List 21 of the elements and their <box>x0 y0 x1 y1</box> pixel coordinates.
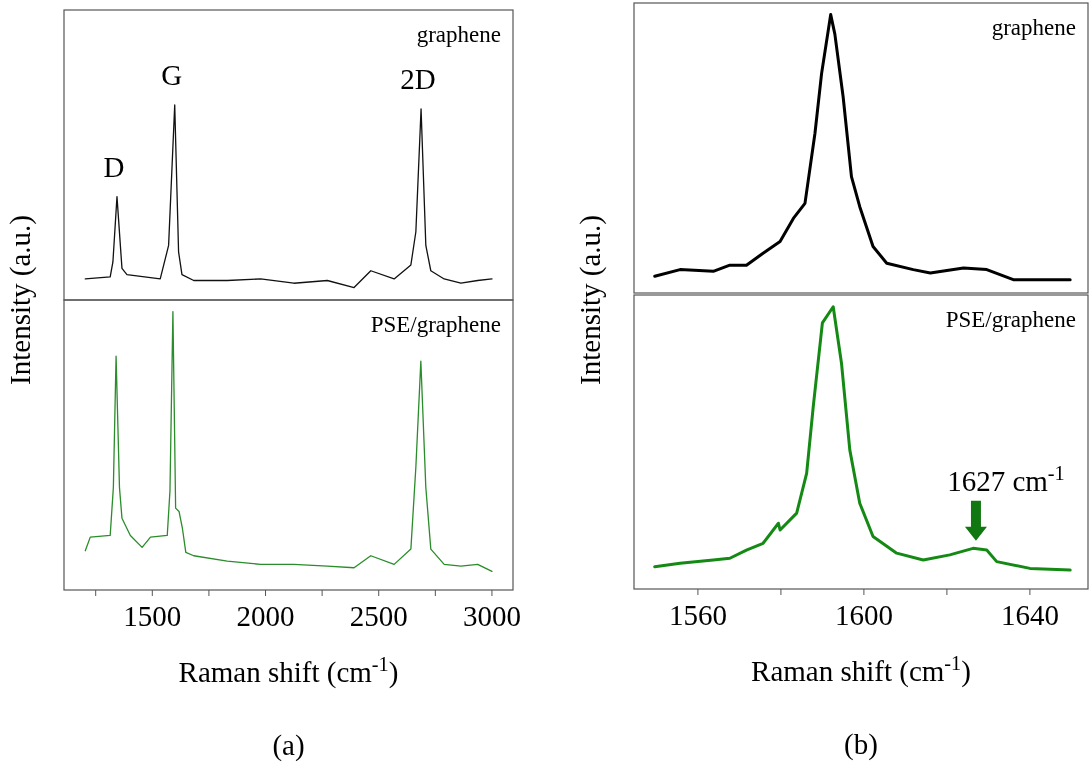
text: (b) <box>844 728 878 761</box>
chart-title: graphene <box>416 22 501 47</box>
x-axis-title: Raman shift (cm$^{-1}$) <box>178 653 399 689</box>
annotation: D <box>103 150 125 183</box>
x-axis-title: Raman shift (cm$^{-1}$) <box>751 652 971 688</box>
text: (a) <box>272 729 305 762</box>
chart-title: graphene <box>991 15 1076 40</box>
x-tick-label: 1500 <box>123 600 182 632</box>
annotation: 1627 cm$^{-1}$ <box>947 461 1065 497</box>
x-tick-label: 2500 <box>349 600 408 632</box>
x-tick-label: 1560 <box>668 599 727 631</box>
x-tick-label: 2000 <box>236 600 295 632</box>
chart-title: PSE/graphene <box>945 307 1076 332</box>
annotation: 2D <box>400 62 436 95</box>
y-axis-title: Intensity (a.u.) <box>4 215 37 385</box>
x-tick-label: 1600 <box>834 599 893 631</box>
x-tick-label: 1640 <box>1000 599 1059 631</box>
x-tick-label: 3000 <box>462 600 521 632</box>
annotation: G <box>161 59 183 91</box>
y-axis-title: Intensity (a.u.) <box>574 215 607 385</box>
chart-title: PSE/graphene <box>370 312 501 337</box>
